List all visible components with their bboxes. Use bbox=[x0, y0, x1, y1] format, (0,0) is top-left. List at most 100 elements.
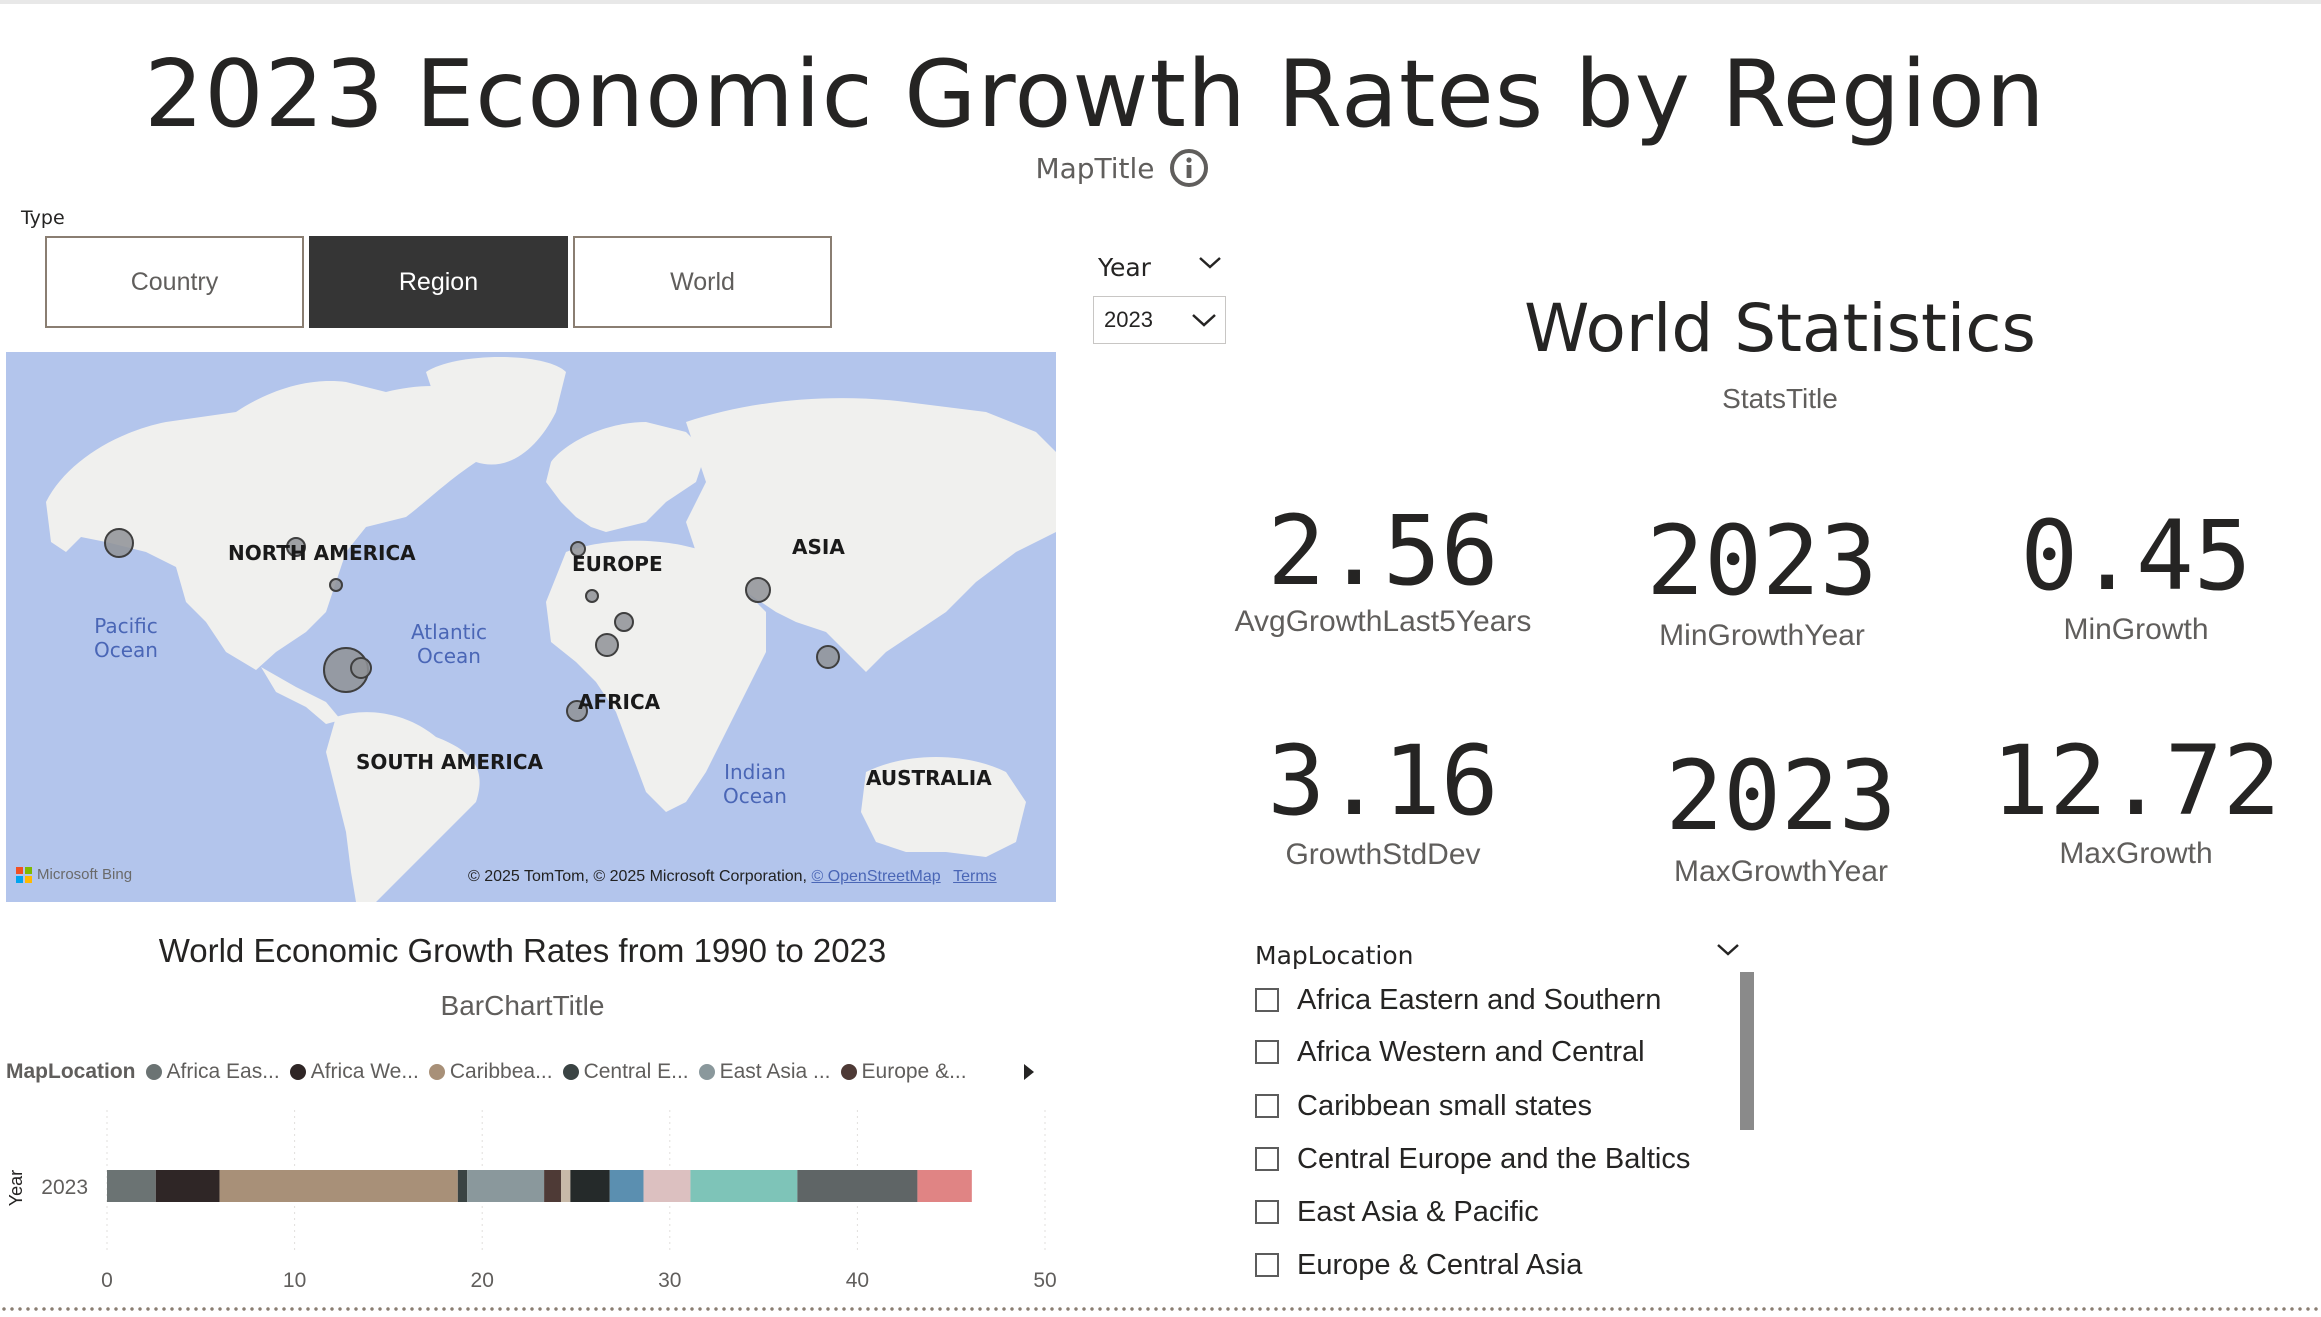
asia-land bbox=[686, 398, 1056, 672]
bar-segment[interactable] bbox=[797, 1170, 918, 1202]
legend-next-arrow-icon[interactable] bbox=[1022, 1062, 1036, 1082]
chevron-down-icon[interactable] bbox=[1197, 254, 1223, 272]
australia-land bbox=[861, 757, 1026, 857]
europe-land bbox=[546, 422, 706, 532]
legend-items: Africa Eas... Africa We... Caribbea... Cent… bbox=[145, 1060, 977, 1084]
x-tick-label: 40 bbox=[846, 1269, 869, 1292]
map-brand: Microsoft Bing bbox=[16, 866, 132, 883]
legend-item[interactable]: Europe &... bbox=[840, 1060, 967, 1084]
stat-max-growth-label: MaxGrowth bbox=[2059, 837, 2213, 870]
checkbox[interactable] bbox=[1255, 1040, 1279, 1064]
south-america-land bbox=[326, 712, 480, 902]
info-icon[interactable] bbox=[1169, 148, 1209, 188]
map-location-item[interactable]: Africa Eastern and Southern bbox=[1255, 980, 1661, 1020]
legend-item[interactable]: Africa We... bbox=[289, 1060, 419, 1084]
map-label-indian: Indian Ocean bbox=[723, 760, 787, 808]
page-title: 2023 Economic Growth Rates by Region bbox=[144, 40, 2046, 148]
type-button-region[interactable]: Region bbox=[309, 236, 568, 328]
africa-land bbox=[546, 540, 766, 812]
x-tick-label: 10 bbox=[283, 1269, 306, 1292]
x-tick-label: 20 bbox=[471, 1269, 494, 1292]
map-subtitle: MapTitle bbox=[1035, 152, 1155, 185]
legend-label: East Asia ... bbox=[719, 1060, 831, 1083]
map-location-item[interactable]: Africa Western and Central bbox=[1255, 1032, 1645, 1072]
map-label-africa: AFRICA bbox=[578, 690, 661, 714]
legend-dot bbox=[428, 1064, 445, 1080]
bar-segment[interactable] bbox=[690, 1170, 798, 1202]
checkbox[interactable] bbox=[1255, 1200, 1279, 1224]
bar-segment[interactable] bbox=[219, 1170, 458, 1202]
legend-dot bbox=[289, 1064, 306, 1080]
x-tick-label: 50 bbox=[1033, 1269, 1056, 1292]
type-slicer-label: Type bbox=[21, 207, 65, 229]
legend-dot bbox=[698, 1064, 715, 1080]
bar-segment[interactable] bbox=[107, 1170, 156, 1202]
stats-title: World Statistics bbox=[1524, 290, 2036, 367]
legend-label: Africa Eas... bbox=[166, 1060, 280, 1083]
central-america-land bbox=[261, 667, 341, 724]
bar-segment[interactable] bbox=[467, 1170, 545, 1202]
stat-avg-growth-value: 2.56 bbox=[1267, 495, 1499, 607]
checkbox[interactable] bbox=[1255, 1253, 1279, 1277]
type-button-world[interactable]: World bbox=[573, 236, 832, 328]
map-label-south-america: SOUTH AMERICA bbox=[356, 750, 544, 774]
bar-segment[interactable] bbox=[544, 1170, 561, 1202]
map-location-slicer-label: MapLocation bbox=[1255, 941, 1414, 970]
legend-dot bbox=[145, 1064, 162, 1080]
bar-segment[interactable] bbox=[560, 1170, 571, 1202]
legend-item[interactable]: Caribbea... bbox=[428, 1060, 553, 1084]
legend-dot bbox=[840, 1064, 857, 1080]
map-location-item[interactable]: East Asia & Pacific bbox=[1255, 1192, 1539, 1232]
bar-segment[interactable] bbox=[643, 1170, 691, 1202]
bar-chart-legend: MapLocation Africa Eas... Africa We... Car… bbox=[6, 1060, 977, 1084]
top-border bbox=[0, 0, 2321, 4]
checkbox[interactable] bbox=[1255, 1147, 1279, 1171]
map-label-atlantic: Atlantic Ocean bbox=[410, 620, 488, 668]
map-location-item[interactable]: Europe & Central Asia bbox=[1255, 1245, 1582, 1285]
terms-link[interactable]: Terms bbox=[953, 868, 997, 885]
map-label-asia: ASIA bbox=[792, 535, 845, 559]
scrollbar-thumb[interactable] bbox=[1740, 972, 1754, 1130]
legend-item[interactable]: Central E... bbox=[562, 1060, 689, 1084]
x-tick-label: 0 bbox=[101, 1269, 113, 1292]
year-dropdown[interactable]: 2023 bbox=[1093, 296, 1226, 344]
chevron-down-icon[interactable] bbox=[1715, 941, 1741, 959]
checkbox[interactable] bbox=[1255, 1094, 1279, 1118]
bottom-divider bbox=[0, 1305, 2321, 1313]
bar-segment[interactable] bbox=[457, 1170, 468, 1202]
microsoft-logo-icon bbox=[16, 866, 32, 883]
bar-chart-subtitle: BarChartTitle bbox=[440, 990, 605, 1021]
bar-segment[interactable] bbox=[570, 1170, 610, 1202]
openstreetmap-link[interactable]: © OpenStreetMap bbox=[811, 868, 941, 885]
map-label-north-america: NORTH AMERICA bbox=[228, 541, 416, 565]
stat-min-growth-year-label: MinGrowthYear bbox=[1659, 619, 1865, 652]
bar-segment[interactable] bbox=[609, 1170, 644, 1202]
bar-segment[interactable] bbox=[155, 1170, 220, 1202]
legend-label: Africa We... bbox=[310, 1060, 419, 1083]
legend-label: Europe &... bbox=[861, 1060, 967, 1083]
stat-std-dev-value: 3.16 bbox=[1267, 725, 1499, 837]
stat-avg-growth-label: AvgGrowthLast5Years bbox=[1234, 605, 1532, 638]
stat-max-growth-year-value: 2023 bbox=[1665, 740, 1897, 852]
y-tick-label: 2023 bbox=[41, 1176, 88, 1199]
stat-min-growth-label: MinGrowth bbox=[2063, 613, 2209, 646]
map-bubbles bbox=[104, 528, 840, 722]
year-dropdown-value: 2023 bbox=[1104, 307, 1153, 332]
year-slicer-label: Year bbox=[1098, 253, 1151, 282]
x-tick-label: 30 bbox=[658, 1269, 681, 1292]
map-location-item[interactable]: Central Europe and the Baltics bbox=[1255, 1139, 1690, 1179]
greenland-land bbox=[426, 357, 566, 465]
legend-title: MapLocation bbox=[6, 1060, 136, 1083]
checkbox[interactable] bbox=[1255, 988, 1279, 1012]
bar-chart-title: World Economic Growth Rates from 1990 to… bbox=[158, 932, 887, 969]
region-map[interactable]: NORTH AMERICA EUROPE ASIA AFRICA SOUTH A… bbox=[6, 352, 1056, 902]
bar-segment[interactable] bbox=[917, 1170, 972, 1202]
map-label-australia: AUSTRALIA bbox=[866, 766, 992, 790]
legend-item[interactable]: East Asia ... bbox=[698, 1060, 831, 1084]
map-location-item[interactable]: Caribbean small states bbox=[1255, 1086, 1592, 1126]
legend-label: Central E... bbox=[583, 1060, 689, 1083]
y-axis-label: Year bbox=[6, 1170, 26, 1206]
type-button-country[interactable]: Country bbox=[45, 236, 304, 328]
legend-item[interactable]: Africa Eas... bbox=[145, 1060, 280, 1084]
map-label-pacific: Pacific Ocean bbox=[94, 614, 158, 662]
